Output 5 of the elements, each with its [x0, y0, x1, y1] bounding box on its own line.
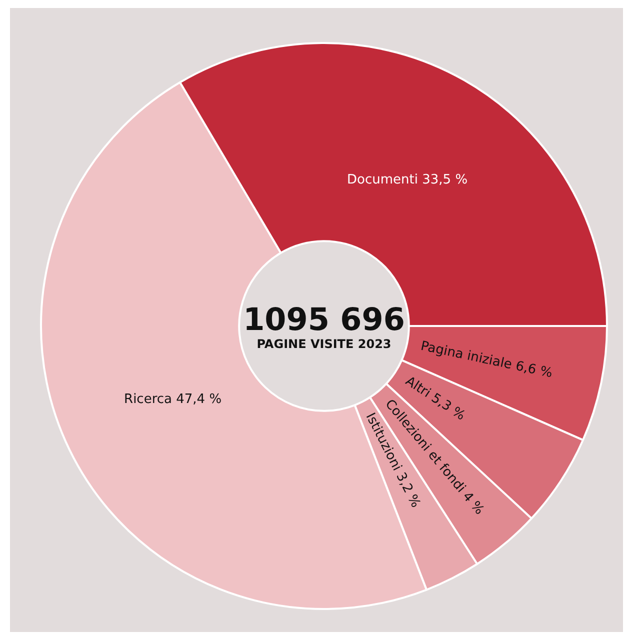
text: PAGINE VISITE 2023: [256, 337, 392, 351]
slice-label: Documenti 33,5 %: [347, 172, 468, 188]
text: 1095 696: [243, 302, 405, 338]
slice-label: Ricerca 47,4 %: [124, 392, 222, 407]
slice-label: Pagina iniziale 6,6 %: [419, 338, 554, 382]
